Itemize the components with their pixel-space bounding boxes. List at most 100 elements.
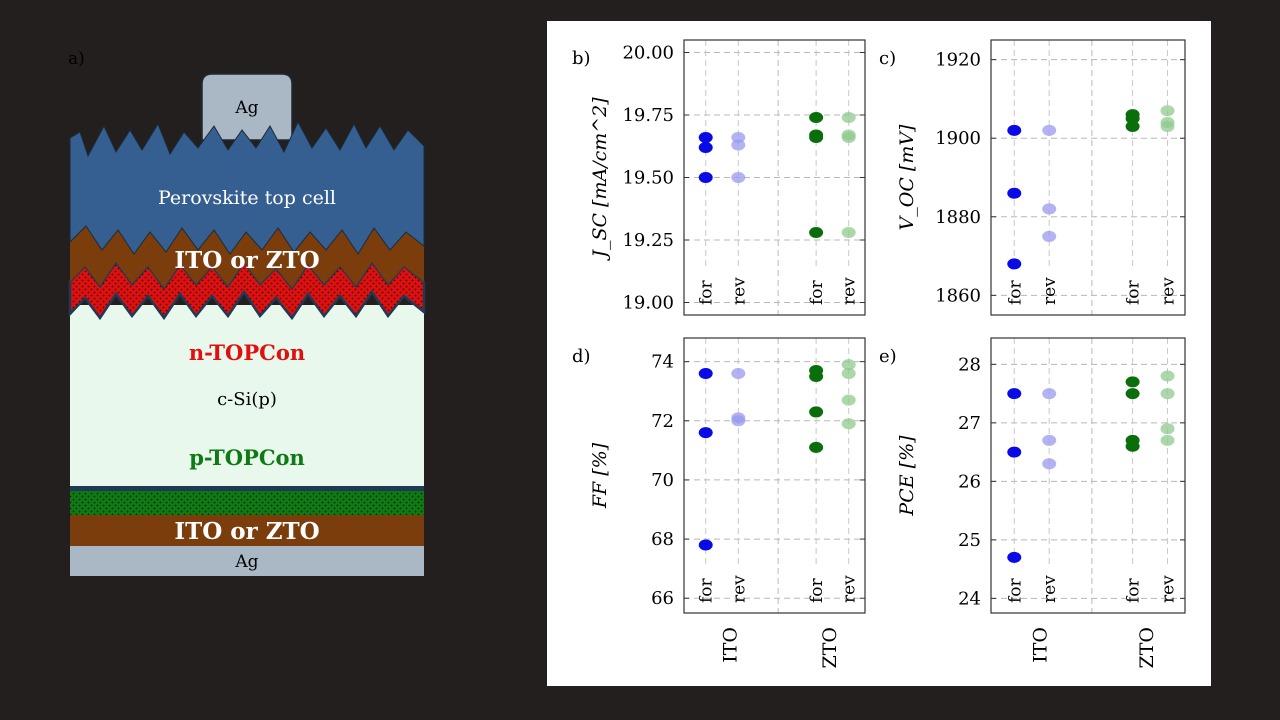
y-tick-label: 19.50 <box>622 168 674 189</box>
data-point-ito-for <box>1007 388 1022 400</box>
panel-label: d) <box>572 346 591 367</box>
plot-frame <box>683 337 866 614</box>
data-point-zto-rev <box>1160 370 1175 382</box>
y-tick-label: 24 <box>958 588 981 609</box>
data-point-ito-for <box>698 539 713 551</box>
x-category-label: for <box>697 577 717 603</box>
ag-bottom-label: Ag <box>234 552 258 572</box>
data-point-ito-for <box>1007 187 1022 199</box>
data-point-ito-rev <box>1042 388 1057 400</box>
data-point-zto-rev <box>841 359 856 371</box>
x-category-label: for <box>807 577 827 603</box>
data-point-ito-rev <box>1042 230 1057 242</box>
y-tick-label: 19.00 <box>622 293 674 314</box>
y-tick-label: 20.00 <box>622 43 674 64</box>
y-tick-label: 25 <box>958 530 981 551</box>
perovskite-label: Perovskite top cell <box>158 187 336 209</box>
data-point-ito-rev <box>1042 203 1057 215</box>
p-topcon-layer <box>70 491 424 515</box>
c-si-layer <box>70 305 424 487</box>
y-tick-label: 28 <box>958 354 981 375</box>
data-point-zto-for <box>1125 376 1140 388</box>
data-point-zto-rev <box>1160 105 1175 117</box>
n-topcon-layer <box>68 259 426 321</box>
plot-frame <box>990 337 1186 614</box>
x-category-label: for <box>697 279 717 305</box>
y-tick-label: 26 <box>958 471 981 492</box>
device-stack-diagram: a) Ag Perovskite top cell ITO or ZTO n-T… <box>68 49 426 576</box>
data-point-zto-for <box>809 441 824 453</box>
x-category-label: rev <box>729 277 749 305</box>
data-point-zto-rev <box>841 394 856 406</box>
data-point-zto-rev <box>841 132 856 143</box>
y-tick-label: 74 <box>651 352 674 373</box>
plot-frame <box>683 39 866 316</box>
y-axis-label: V_OC [mV] <box>896 124 918 231</box>
ag-top-contact <box>201 73 293 141</box>
data-point-ito-for <box>698 427 713 439</box>
n-topcon-label: n-TOPCon <box>189 340 305 365</box>
data-point-zto-rev <box>1160 434 1175 446</box>
data-point-zto-rev <box>1160 120 1175 132</box>
data-point-ito-for <box>1007 446 1022 458</box>
data-point-zto-rev <box>841 112 856 123</box>
x-category-label: for <box>1005 577 1025 603</box>
x-group-label: ZTO <box>1136 627 1158 668</box>
data-point-ito-rev <box>731 139 746 151</box>
data-point-zto-for <box>1125 388 1140 400</box>
data-point-ito-rev <box>1042 458 1057 470</box>
y-tick-label: 1920 <box>935 50 981 71</box>
data-point-ito-for <box>698 132 713 143</box>
panel-label-a: a) <box>68 49 85 69</box>
y-tick-label: 1880 <box>935 207 981 228</box>
plot-frame <box>990 39 1186 316</box>
data-point-ito-for <box>1007 258 1022 270</box>
data-point-zto-for <box>809 227 824 238</box>
data-point-zto-for <box>809 406 824 418</box>
x-category-label: for <box>1005 279 1025 305</box>
x-group-label: ZTO <box>819 627 841 668</box>
data-point-ito-for <box>698 172 713 183</box>
y-tick-label: 19.75 <box>622 105 674 126</box>
charts-background <box>547 21 1211 686</box>
data-point-zto-for <box>809 132 824 143</box>
panel-label: c) <box>879 48 896 69</box>
data-point-zto-for <box>1125 440 1140 452</box>
data-point-zto-rev <box>841 367 856 379</box>
data-point-ito-rev <box>1042 124 1057 136</box>
y-axis-label: PCE [%] <box>896 435 918 517</box>
tco-bottom-layer <box>70 515 424 546</box>
x-category-label: for <box>807 279 827 305</box>
data-point-zto-rev <box>1160 388 1175 400</box>
data-point-zto-rev <box>841 227 856 238</box>
ag-top-label: Ag <box>234 98 258 118</box>
x-category-label: rev <box>840 575 860 603</box>
tco-bottom-label: ITO or ZTO <box>174 518 319 545</box>
data-point-ito-for <box>1007 551 1022 563</box>
x-group-label: ITO <box>1030 627 1052 663</box>
panel-label: b) <box>572 48 591 69</box>
data-point-ito-rev <box>731 415 746 427</box>
panel-label: e) <box>879 346 897 367</box>
data-point-zto-for <box>1125 120 1140 132</box>
data-point-zto-for <box>809 370 824 382</box>
data-point-zto-rev <box>841 418 856 430</box>
data-point-zto-rev <box>1160 423 1175 435</box>
x-category-label: for <box>1124 577 1144 603</box>
data-point-zto-for <box>1125 113 1140 125</box>
tco-top-layer <box>70 226 424 288</box>
y-tick-label: 70 <box>651 470 674 491</box>
y-tick-label: 72 <box>651 411 674 432</box>
x-category-label: rev <box>1159 575 1179 603</box>
y-tick-label: 19.25 <box>622 230 674 251</box>
y-tick-label: 1860 <box>935 285 981 306</box>
c-si-label: c-Si(p) <box>217 389 277 410</box>
x-group-label: ITO <box>719 627 741 663</box>
y-axis-label: J_SC [mA/cm^2] <box>589 97 611 262</box>
